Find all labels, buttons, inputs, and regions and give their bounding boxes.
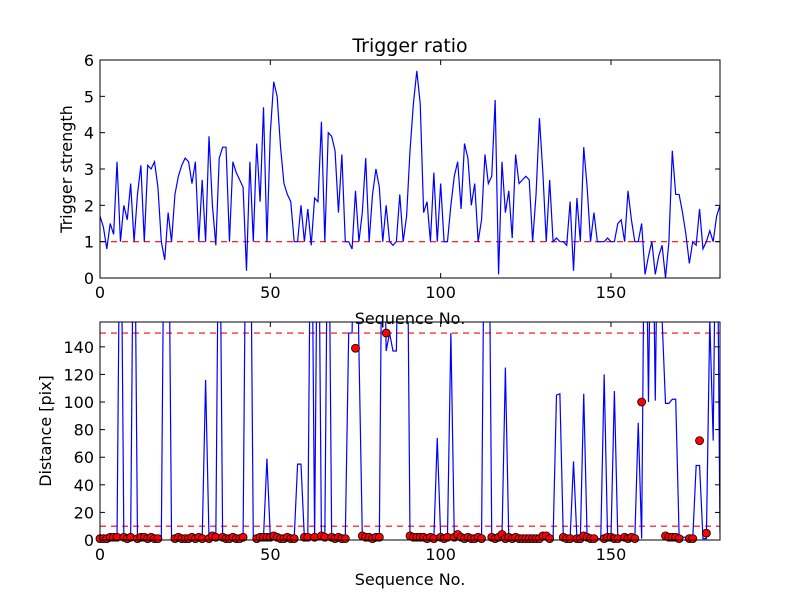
trigger-x-axis-label: Sequence No. [355, 309, 466, 328]
y-tick-label: 2 [84, 196, 94, 215]
trigger-y-ticks: 0 1 2 3 4 5 6 [84, 51, 720, 288]
y-tick-label: 20 [74, 503, 94, 522]
trigger-series [100, 70, 720, 278]
x-tick-label: 50 [260, 545, 280, 564]
x-tick-label: 100 [425, 545, 456, 564]
y-tick-label: 5 [84, 87, 94, 106]
marker-point [340, 534, 350, 544]
distance-markers [95, 328, 711, 544]
y-tick-label: 60 [74, 448, 94, 467]
y-tick-label: 4 [84, 124, 94, 143]
y-tick-label: 40 [74, 476, 94, 495]
distance-x-ticks: 0 50 100 150 [95, 322, 626, 564]
y-tick-label: 0 [84, 531, 94, 550]
y-tick-label: 140 [63, 338, 94, 357]
y-tick-label: 80 [74, 421, 94, 440]
marker-point [289, 534, 299, 544]
x-tick-label: 100 [425, 283, 456, 302]
marker-point [688, 534, 698, 544]
marker-point [630, 534, 640, 544]
marker-point [545, 534, 555, 544]
marker-point [381, 328, 391, 338]
x-tick-label: 150 [596, 545, 627, 564]
distance-x-axis-label: Sequence No. [355, 570, 466, 589]
y-tick-label: 120 [63, 365, 94, 384]
distance-y-axis-label: Distance [pix] [36, 375, 55, 487]
y-tick-label: 1 [84, 233, 94, 252]
y-tick-label: 0 [84, 269, 94, 288]
trigger-x-ticks: 0 50 100 150 [95, 60, 626, 302]
y-tick-label: 100 [63, 393, 94, 412]
series-line [100, 70, 720, 278]
marker-point [674, 534, 684, 544]
marker-point [477, 534, 486, 544]
x-tick-label: 50 [260, 283, 280, 302]
marker-point [589, 534, 599, 544]
distance-y-ticks: 0 20 40 60 80 100 120 140 [63, 338, 720, 550]
marker-point [153, 534, 163, 544]
y-tick-label: 6 [84, 51, 94, 70]
x-tick-label: 150 [596, 283, 627, 302]
distance-plot: 0 50 100 150 0 20 40 60 80 100 120 140 Sequence No… [36, 321, 721, 589]
trigger-ratio-plot: 0 50 100 150 0 1 2 3 4 5 6 Trigger ratio Sequence… [57, 35, 721, 328]
x-tick-label: 0 [95, 283, 105, 302]
marker-point [637, 397, 647, 407]
trigger-y-axis-label: Trigger strength [57, 105, 76, 234]
trigger-title: Trigger ratio [351, 35, 467, 57]
y-tick-label: 3 [84, 160, 94, 179]
marker-point [351, 343, 360, 353]
distance-plot-frame [99, 321, 721, 541]
marker-point [374, 532, 384, 542]
marker-point [701, 528, 711, 538]
x-tick-label: 0 [95, 545, 105, 564]
marker-point [695, 436, 704, 446]
marker-point [238, 532, 248, 542]
